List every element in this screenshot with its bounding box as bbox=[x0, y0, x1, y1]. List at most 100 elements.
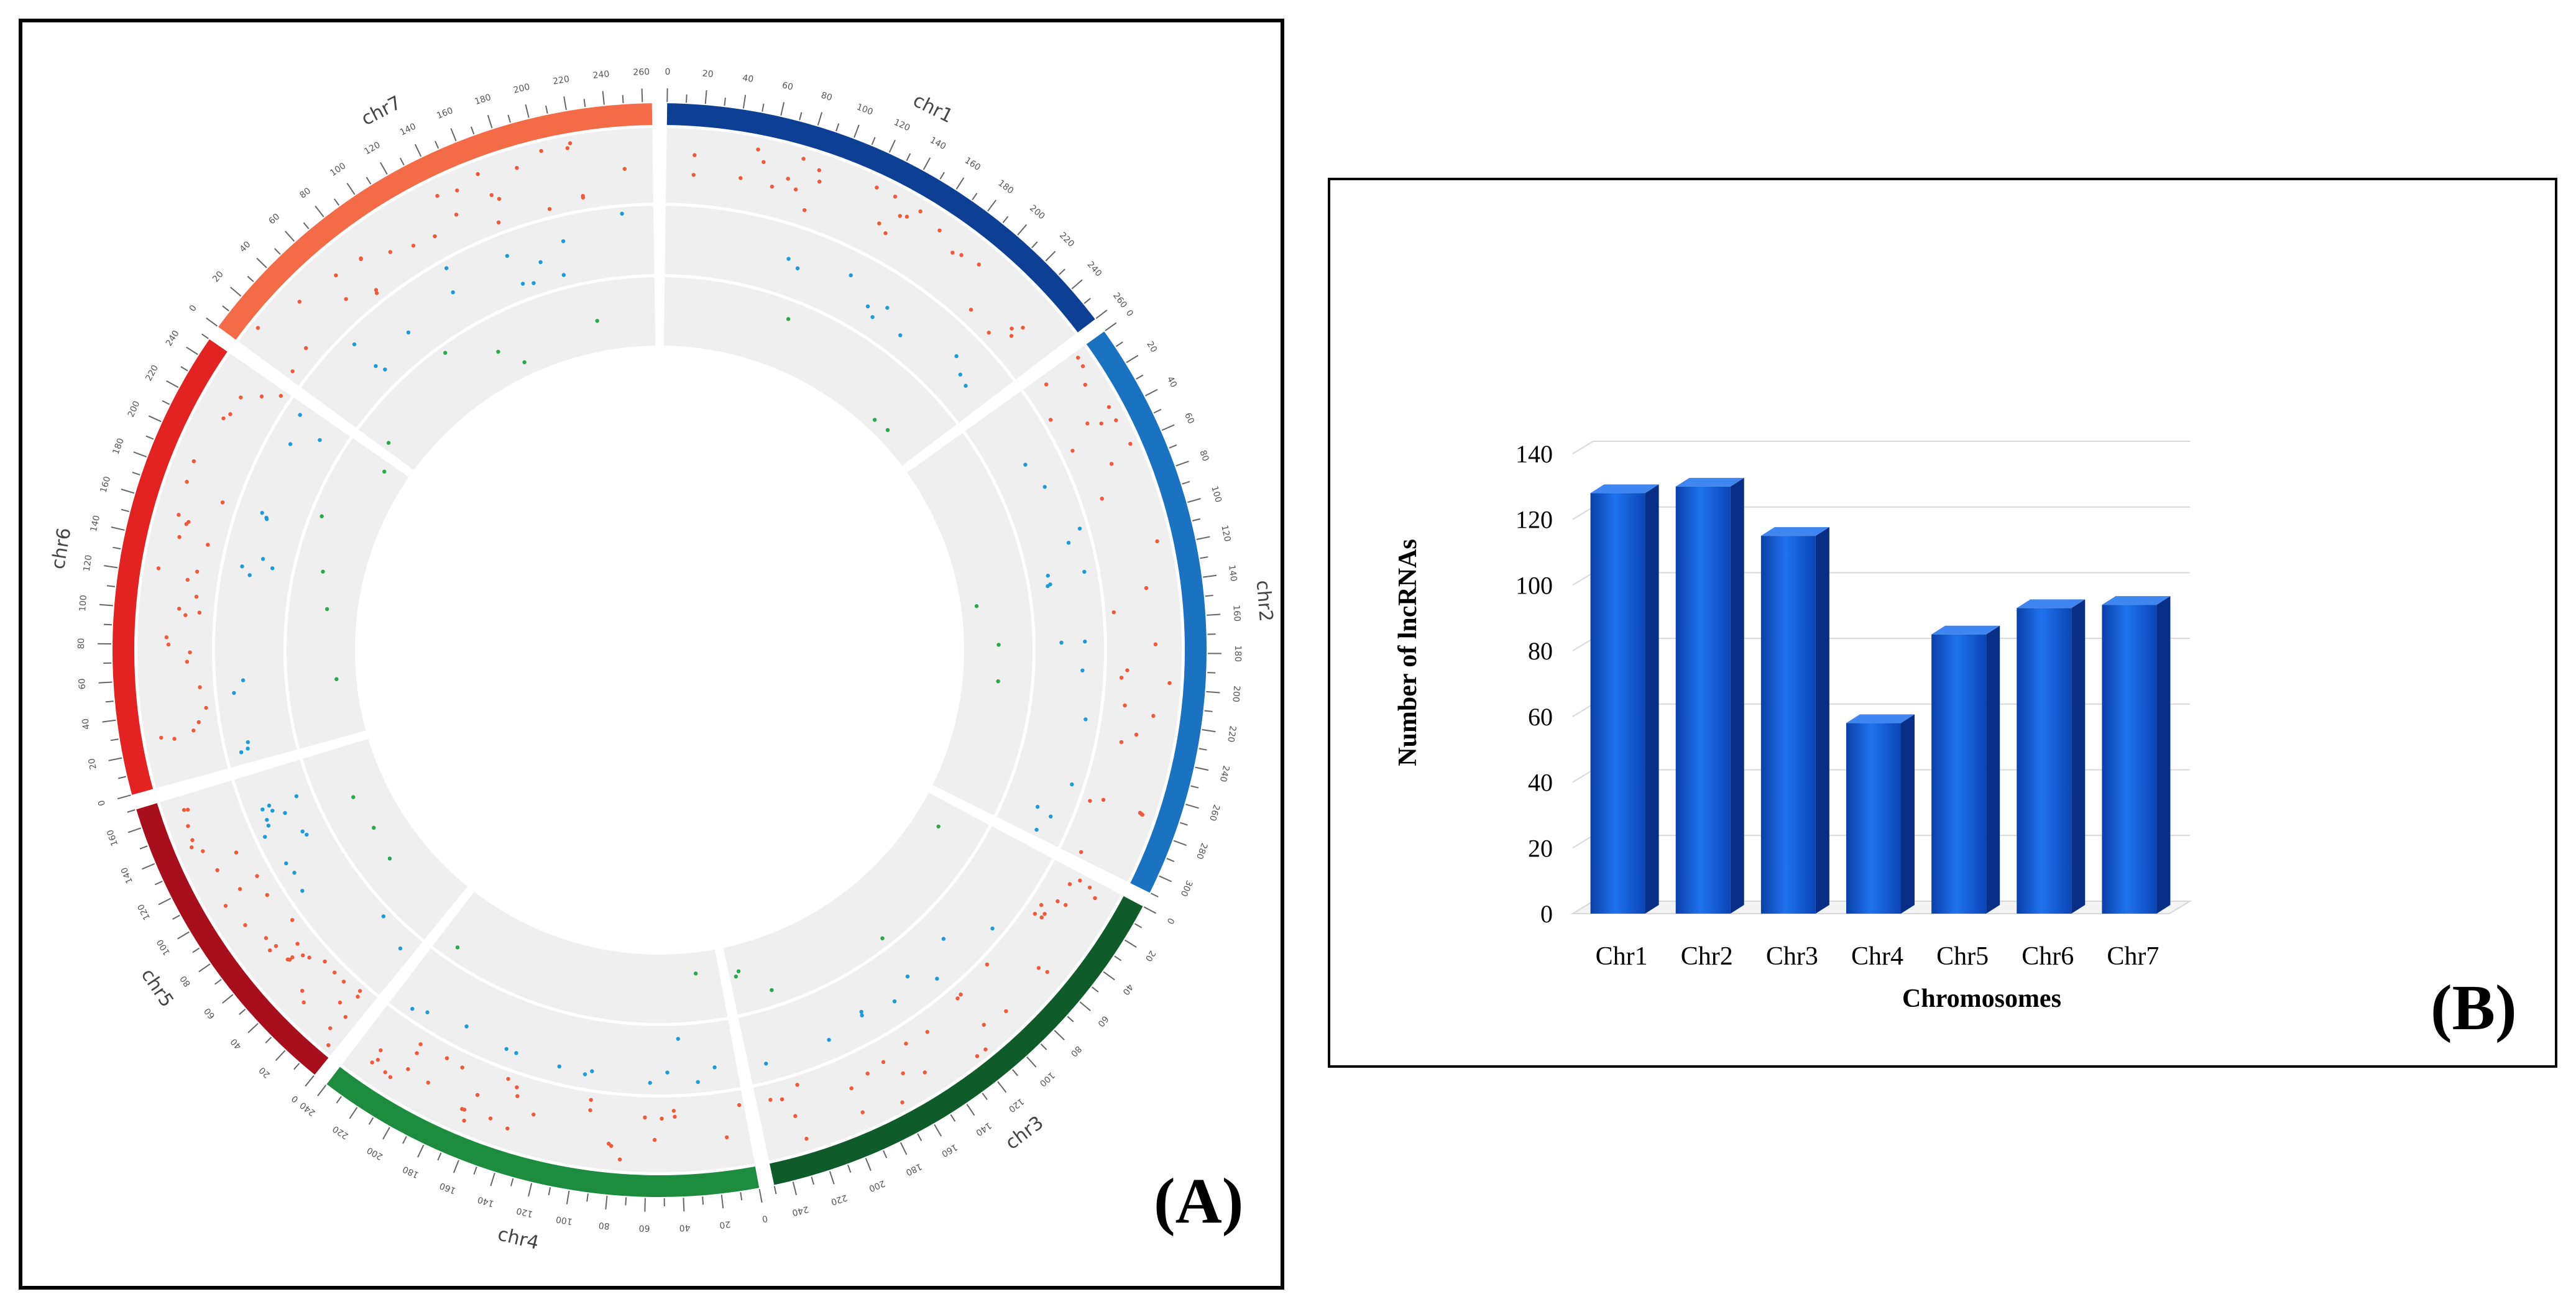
bar-side bbox=[2156, 596, 2171, 914]
bar-top bbox=[2102, 596, 2171, 605]
scale-tick bbox=[239, 1009, 246, 1016]
bar-chr6 bbox=[2017, 599, 2086, 914]
scale-tick-label: 0 bbox=[96, 799, 108, 807]
track-point bbox=[334, 273, 338, 278]
scale-tick bbox=[145, 435, 154, 440]
track-point bbox=[860, 1013, 864, 1017]
scale-tick-label: 20 bbox=[257, 1065, 272, 1080]
scale-tick bbox=[186, 346, 198, 356]
scale-tick bbox=[997, 1081, 1007, 1093]
track-point bbox=[1100, 497, 1104, 501]
track-point bbox=[898, 333, 903, 337]
scale-tick bbox=[247, 275, 254, 282]
scale-tick-label: 220 bbox=[331, 1124, 350, 1141]
track-point bbox=[1101, 797, 1106, 802]
track-point bbox=[565, 146, 570, 150]
track-point bbox=[803, 208, 807, 213]
scale-tick-label: 120 bbox=[892, 117, 911, 134]
scale-tick bbox=[198, 963, 211, 973]
scale-tick-label: 140 bbox=[476, 1194, 495, 1208]
track-point bbox=[1044, 382, 1049, 387]
scale-tick-label: 80 bbox=[178, 974, 193, 989]
scale-tick bbox=[471, 126, 475, 135]
track-point bbox=[996, 679, 1000, 684]
track-point bbox=[885, 306, 890, 310]
track-point bbox=[764, 1062, 768, 1066]
track-point bbox=[406, 330, 411, 335]
track-point bbox=[1056, 899, 1060, 904]
scale-tick bbox=[1058, 268, 1065, 275]
panel-a-label: (A) bbox=[1154, 1165, 1244, 1237]
scale-tick bbox=[142, 863, 155, 870]
scale-tick-label: 0 bbox=[188, 303, 199, 314]
track-point bbox=[301, 1000, 306, 1005]
track-point bbox=[177, 534, 182, 539]
scale-tick-label: 260 bbox=[1111, 291, 1129, 310]
scale-tick-label: 80 bbox=[1069, 1044, 1083, 1058]
track-point bbox=[531, 1112, 536, 1117]
track-point bbox=[352, 342, 357, 347]
scale-tick-label: 0 bbox=[761, 1213, 769, 1224]
track-point bbox=[344, 296, 348, 301]
scale-tick bbox=[1071, 279, 1083, 290]
track-point bbox=[505, 1126, 510, 1131]
scale-tick-label: 140 bbox=[928, 135, 947, 152]
scale-tick-label: 80 bbox=[820, 90, 834, 103]
track-background bbox=[238, 128, 653, 386]
scale-tick bbox=[274, 248, 281, 255]
scale-tick bbox=[792, 1181, 798, 1196]
track-point bbox=[159, 735, 163, 740]
track-point bbox=[1023, 462, 1028, 467]
track-point bbox=[964, 383, 968, 388]
scale-tick bbox=[773, 1186, 777, 1195]
scale-tick bbox=[222, 305, 229, 311]
track-point bbox=[865, 304, 870, 309]
scale-tick bbox=[106, 585, 116, 587]
scale-tick bbox=[121, 508, 129, 513]
track-point bbox=[283, 810, 287, 815]
track-point bbox=[1083, 640, 1087, 644]
scale-tick bbox=[1169, 444, 1177, 449]
bar-top bbox=[1846, 714, 1915, 723]
scale-tick bbox=[1114, 955, 1122, 961]
panel-a: 0 20 40 60 80 100 120 140 160 180 200 220 240 260 chr1… bbox=[19, 19, 1284, 1290]
track-point bbox=[290, 918, 295, 922]
track-point bbox=[652, 1137, 657, 1142]
track-point bbox=[1111, 610, 1116, 615]
scale-tick bbox=[247, 1022, 259, 1034]
scale-tick bbox=[127, 827, 142, 833]
track-point bbox=[590, 1069, 594, 1073]
scale-tick bbox=[972, 193, 978, 201]
scale-tick bbox=[1067, 1016, 1074, 1022]
scale-tick bbox=[98, 681, 113, 684]
scale-tick-label: 140 bbox=[974, 1120, 993, 1137]
track-point bbox=[387, 856, 392, 861]
bar-top bbox=[1590, 484, 1659, 493]
track-point bbox=[671, 1109, 676, 1113]
scale-tick bbox=[133, 451, 147, 458]
x-tick-label: Chr3 bbox=[1766, 942, 1818, 971]
scale-tick bbox=[1017, 224, 1028, 236]
track-point bbox=[883, 231, 888, 236]
track-point bbox=[185, 480, 189, 484]
scale-tick-label: 240 bbox=[298, 1100, 318, 1118]
track-point bbox=[1114, 418, 1118, 423]
track-point bbox=[925, 1030, 929, 1034]
track-point bbox=[1083, 382, 1087, 387]
track-point bbox=[736, 969, 741, 974]
track-point bbox=[522, 360, 527, 365]
scale-tick-label: 60 bbox=[1182, 411, 1196, 426]
chromosome-label: chr5 bbox=[137, 965, 178, 1011]
scale-tick-label: 200 bbox=[867, 1178, 886, 1193]
track-point bbox=[234, 850, 239, 855]
scale-tick-label: 240 bbox=[791, 1204, 810, 1218]
track-point bbox=[801, 157, 806, 161]
scale-tick bbox=[922, 157, 931, 170]
track-point bbox=[338, 1000, 343, 1005]
x-tick-label: Chr7 bbox=[2107, 942, 2159, 971]
track-point bbox=[1049, 814, 1053, 819]
scale-tick bbox=[1185, 804, 1199, 809]
scale-tick bbox=[548, 1187, 551, 1196]
scale-tick bbox=[704, 90, 707, 104]
